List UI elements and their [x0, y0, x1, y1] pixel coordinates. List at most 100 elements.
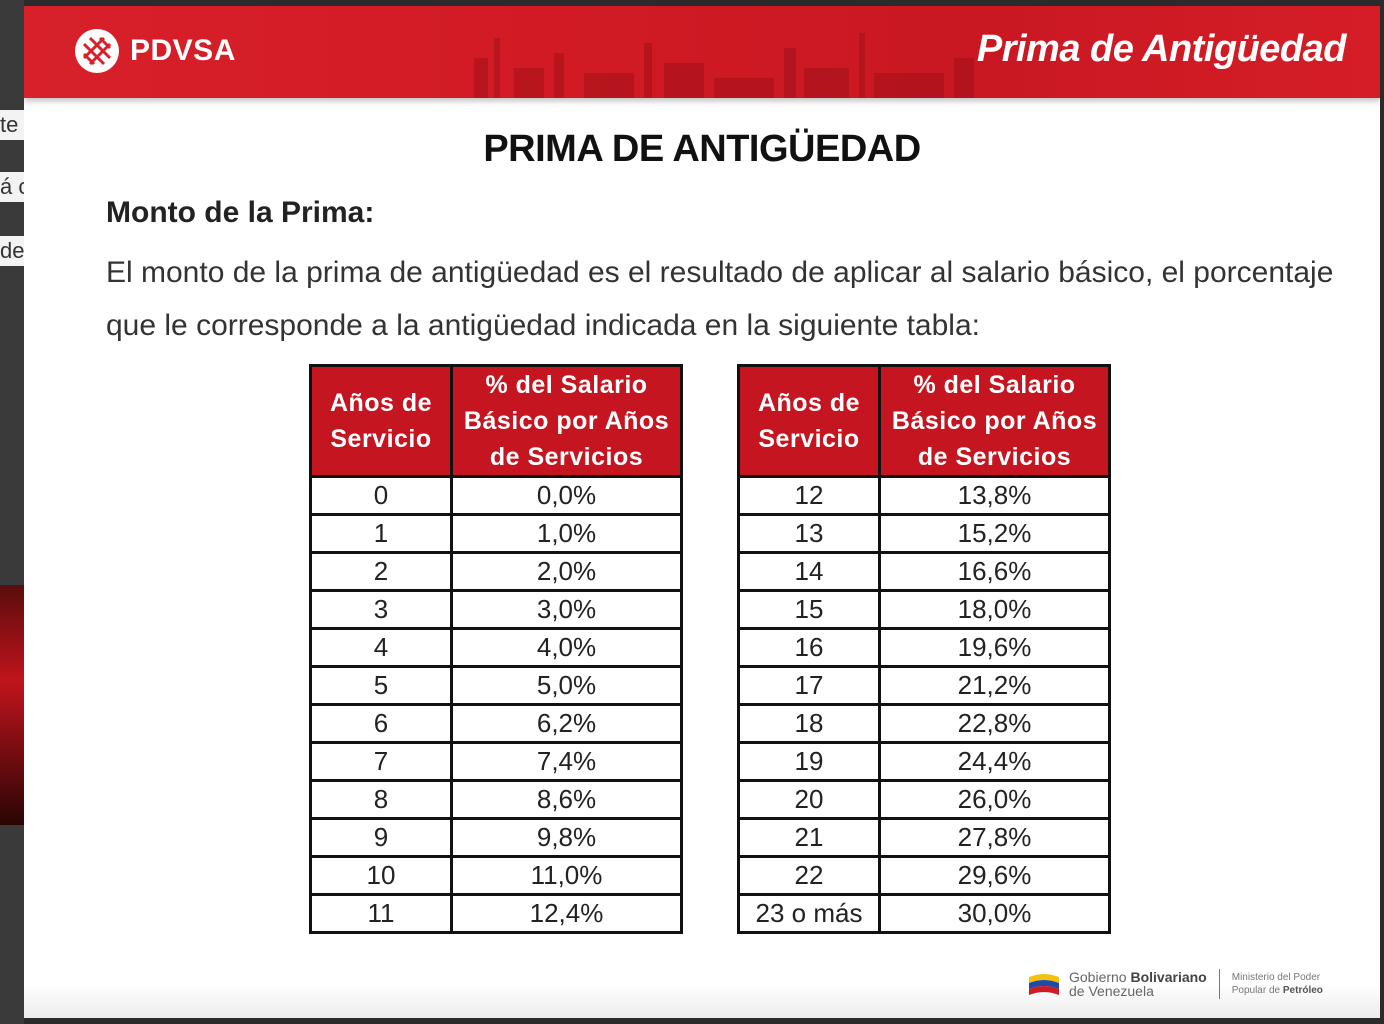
years-cell: 22	[737, 855, 881, 896]
years-cell: 9	[309, 817, 453, 858]
percent-cell: 18,0%	[878, 589, 1111, 630]
percent-cell: 22,8%	[878, 703, 1111, 744]
table-row: 7 7,4%	[309, 741, 683, 782]
years-cell: 1	[309, 513, 453, 554]
table-row: 18 22,8%	[737, 703, 1111, 744]
years-cell: 3	[309, 589, 453, 630]
years-cell: 23 o más	[737, 893, 881, 934]
percent-cell: 15,2%	[878, 513, 1111, 554]
table-row: 14 16,6%	[737, 551, 1111, 592]
percent-cell: 7,4%	[450, 741, 683, 782]
table-row: 8 8,6%	[309, 779, 683, 820]
gov-text-line2: de Venezuela	[1069, 983, 1154, 999]
column-header-years: Años de Servicio	[737, 364, 881, 478]
years-cell: 6	[309, 703, 453, 744]
table-row: 6 6,2%	[309, 703, 683, 744]
gov-text-part: Gobierno	[1069, 969, 1131, 985]
table-row: 22 29,6%	[737, 855, 1111, 896]
table-row: 16 19,6%	[737, 627, 1111, 668]
table-row: 3 3,0%	[309, 589, 683, 630]
banner-title: Prima de Antigüedad	[976, 28, 1347, 70]
years-cell: 17	[737, 665, 881, 706]
refinery-skyline-graphic	[474, 33, 974, 98]
government-name: Gobierno Bolivariano de Venezuela	[1069, 970, 1207, 998]
years-cell: 21	[737, 817, 881, 858]
rates-table-left: Años de Servicio % del Salario Básico po…	[309, 364, 683, 934]
percent-cell: 16,6%	[878, 551, 1111, 592]
column-header-years: Años de Servicio	[309, 364, 453, 478]
percent-cell: 2,0%	[450, 551, 683, 592]
background-text-fragment: te	[0, 110, 24, 140]
footer-band	[24, 984, 1380, 1018]
background-text-fragment: á c	[0, 172, 24, 202]
table-row: 19 24,4%	[737, 741, 1111, 782]
background-text-fragment: de	[0, 236, 24, 266]
pdvsa-logo: PDVSA	[74, 26, 236, 76]
percent-cell: 19,6%	[878, 627, 1111, 668]
brand-name: PDVSA	[130, 34, 236, 67]
years-cell: 8	[309, 779, 453, 820]
years-cell: 11	[309, 893, 453, 934]
years-cell: 19	[737, 741, 881, 782]
table-row: 5 5,0%	[309, 665, 683, 706]
years-cell: 13	[737, 513, 881, 554]
intro-paragraph: El monto de la prima de antigüedad es el…	[106, 256, 1334, 342]
background-window-strip: te á c de	[0, 0, 24, 1024]
percent-cell: 30,0%	[878, 893, 1111, 934]
table-row: 2 2,0%	[309, 551, 683, 592]
years-cell: 4	[309, 627, 453, 668]
table-row: 21 27,8%	[737, 817, 1111, 858]
pdvsa-logo-icon	[75, 29, 119, 73]
percent-cell: 11,0%	[450, 855, 683, 896]
divider	[1218, 969, 1220, 999]
years-cell: 2	[309, 551, 453, 592]
gov-text-bold: Bolivariano	[1130, 969, 1207, 985]
years-cell: 18	[737, 703, 881, 744]
percent-cell: 0,0%	[450, 475, 683, 516]
percent-cell: 13,8%	[878, 475, 1111, 516]
percent-cell: 24,4%	[878, 741, 1111, 782]
table-row: 13 15,2%	[737, 513, 1111, 554]
percent-cell: 29,6%	[878, 855, 1111, 896]
years-cell: 12	[737, 475, 881, 516]
percent-cell: 21,2%	[878, 665, 1111, 706]
table-row: 9 9,8%	[309, 817, 683, 858]
years-cell: 14	[737, 551, 881, 592]
table-row: 10 11,0%	[309, 855, 683, 896]
percent-cell: 3,0%	[450, 589, 683, 630]
percent-cell: 1,0%	[450, 513, 683, 554]
government-logo: Gobierno Bolivariano de Venezuela Minist…	[1027, 969, 1323, 999]
percent-cell: 6,2%	[450, 703, 683, 744]
percent-cell: 9,8%	[450, 817, 683, 858]
table-row: 17 21,2%	[737, 665, 1111, 706]
table-row: 0 0,0%	[309, 475, 683, 516]
table-row: 1 1,0%	[309, 513, 683, 554]
years-cell: 0	[309, 475, 453, 516]
percent-cell: 12,4%	[450, 893, 683, 934]
rates-table-right: Años de Servicio % del Salario Básico po…	[737, 364, 1111, 934]
years-cell: 7	[309, 741, 453, 782]
years-cell: 10	[309, 855, 453, 896]
page-title: PRIMA DE ANTIGÜEDAD	[483, 128, 921, 170]
years-cell: 16	[737, 627, 881, 668]
percent-cell: 26,0%	[878, 779, 1111, 820]
ministry-name: Ministerio del Poder Popular de Petróleo	[1232, 971, 1323, 997]
table-row: 15 18,0%	[737, 589, 1111, 630]
percent-cell: 8,6%	[450, 779, 683, 820]
percent-cell: 27,8%	[878, 817, 1111, 858]
years-cell: 5	[309, 665, 453, 706]
table-row: 23 o más 30,0%	[737, 893, 1111, 934]
percent-cell: 4,0%	[450, 627, 683, 668]
section-subtitle: Monto de la Prima:	[106, 196, 375, 229]
table-row: 11 12,4%	[309, 893, 683, 934]
years-cell: 20	[737, 779, 881, 820]
slide: PDVSA Prima de Antigüedad PRIMA DE ANTIG…	[24, 6, 1380, 1018]
ministry-line2-bold: Petróleo	[1282, 985, 1323, 996]
column-header-percent: % del Salario Básico por Años de Servici…	[450, 364, 683, 478]
venezuela-flag-icon	[1029, 974, 1059, 995]
background-image-fragment	[0, 585, 24, 825]
table-row: 4 4,0%	[309, 627, 683, 668]
table-row: 20 26,0%	[737, 779, 1111, 820]
header-banner: PDVSA Prima de Antigüedad	[24, 6, 1380, 98]
years-cell: 15	[737, 589, 881, 630]
